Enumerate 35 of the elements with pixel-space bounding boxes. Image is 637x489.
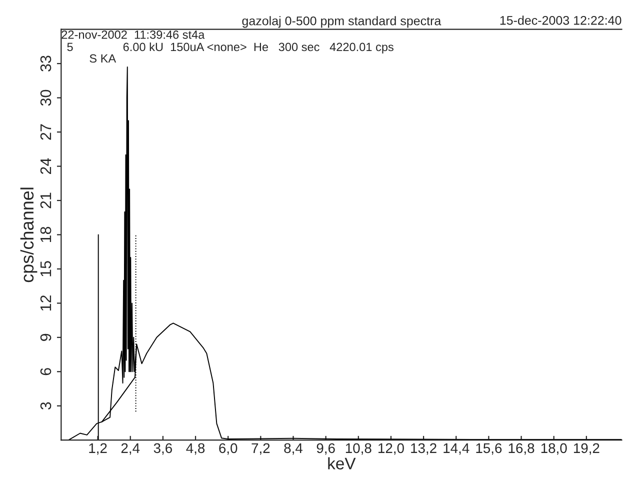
y-tick-label: 21 (40, 192, 52, 208)
annotation: 5 (67, 42, 73, 52)
x-tick-label: 15,6 (476, 443, 502, 455)
x-tick-label: 4,8 (186, 443, 205, 455)
y-tick-label: 6 (40, 368, 52, 376)
annotation: 6.00 kU 150uA <none> He 300 sec 4220.01 cps (123, 42, 394, 54)
y-tick-label: 30 (40, 90, 52, 106)
annotation: 22-nov-2002 11:39:46 st4a (62, 30, 205, 39)
y-tick-label: 12 (40, 295, 52, 311)
chart-title: gazolaj 0-500 ppm standard spectra (242, 16, 442, 28)
y-tick-label: 27 (40, 124, 52, 140)
y-axis-title: cps/channel (20, 188, 38, 282)
y-tick-label: 24 (40, 158, 52, 174)
x-tick-label: 16,8 (508, 443, 534, 455)
y-tick-label: 18 (40, 226, 52, 242)
y-tick-label: 15 (40, 261, 52, 276)
annotation: S KA (90, 54, 116, 63)
x-tick-label: 12,0 (378, 443, 404, 455)
y-tick-label: 9 (40, 334, 52, 341)
x-tick-label: 19,2 (574, 443, 600, 455)
x-tick-label: 10,8 (346, 443, 372, 455)
x-tick-label: 2,4 (121, 443, 140, 455)
x-axis-title: keV (328, 457, 356, 470)
x-tick-label: 18,0 (541, 443, 567, 455)
x-tick-label: 14,4 (444, 443, 470, 455)
text: 15-dec-2003 12:22:40 (500, 16, 622, 25)
y-tick-label: 33 (40, 56, 52, 72)
x-tick-label: 9,6 (316, 443, 335, 455)
x-tick-label: 13,2 (411, 443, 436, 455)
x-tick-label: 8,4 (284, 443, 302, 455)
x-tick-label: 3,6 (154, 443, 172, 455)
x-tick-label: 6,0 (219, 443, 238, 455)
y-tick-label: 3 (40, 402, 52, 410)
x-tick-label: 7,2 (252, 443, 270, 455)
x-tick-label: 1,2 (89, 443, 107, 455)
